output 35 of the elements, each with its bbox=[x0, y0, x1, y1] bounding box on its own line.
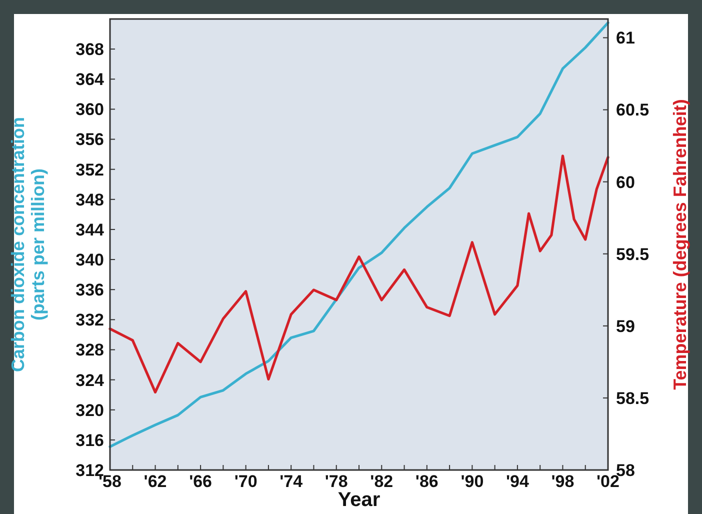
y-axis-title: Carbon dioxide concentration (parts per million) bbox=[8, 116, 48, 372]
y-tick-label: 324 bbox=[76, 370, 105, 390]
y2-tick-label: 59 bbox=[616, 316, 635, 336]
x-tick-label: '70 bbox=[234, 472, 258, 491]
x-tick-label: '66 bbox=[189, 472, 212, 491]
y-tick-label: 332 bbox=[76, 310, 104, 330]
x-tick-label: '78 bbox=[324, 472, 348, 491]
x-tick-label: '82 bbox=[370, 472, 394, 491]
y-tick-label: 352 bbox=[76, 160, 104, 180]
y2-tick-label: 59.5 bbox=[616, 244, 650, 264]
y-tick-label: 320 bbox=[76, 400, 104, 420]
y-tick-label: 316 bbox=[76, 430, 104, 450]
x-tick-label: '74 bbox=[280, 472, 304, 491]
y2-tick-label: 60.5 bbox=[616, 100, 650, 120]
line-series bbox=[108, 154, 610, 394]
y-tick-label: 364 bbox=[76, 70, 105, 90]
x-tick-label: '98 bbox=[551, 472, 574, 491]
y2-tick-label: 60 bbox=[616, 172, 635, 192]
y-tick-label: 356 bbox=[76, 130, 104, 150]
y2-tick-label: 58.5 bbox=[616, 388, 650, 408]
x-tick-label: '62 bbox=[144, 472, 167, 491]
x-axis-title: Year bbox=[338, 489, 380, 511]
line-series bbox=[108, 21, 610, 448]
x-tick-label: '90 bbox=[460, 472, 484, 491]
y-tick-label: 328 bbox=[76, 340, 104, 360]
y-tick-label: 344 bbox=[76, 220, 105, 240]
y-tick-label: 340 bbox=[76, 250, 104, 270]
y-tick-label: 368 bbox=[76, 40, 104, 60]
y2-tick-label: 61 bbox=[616, 28, 635, 48]
y2-axis-title: Temperature (degrees Fahrenheit) bbox=[670, 99, 690, 390]
y-tick-label: 348 bbox=[76, 190, 104, 210]
y-tick-label: 360 bbox=[76, 100, 104, 120]
x-tick-label: '86 bbox=[415, 472, 438, 491]
x-tick-label: '94 bbox=[506, 472, 530, 491]
y-tick-label: 336 bbox=[76, 280, 104, 300]
